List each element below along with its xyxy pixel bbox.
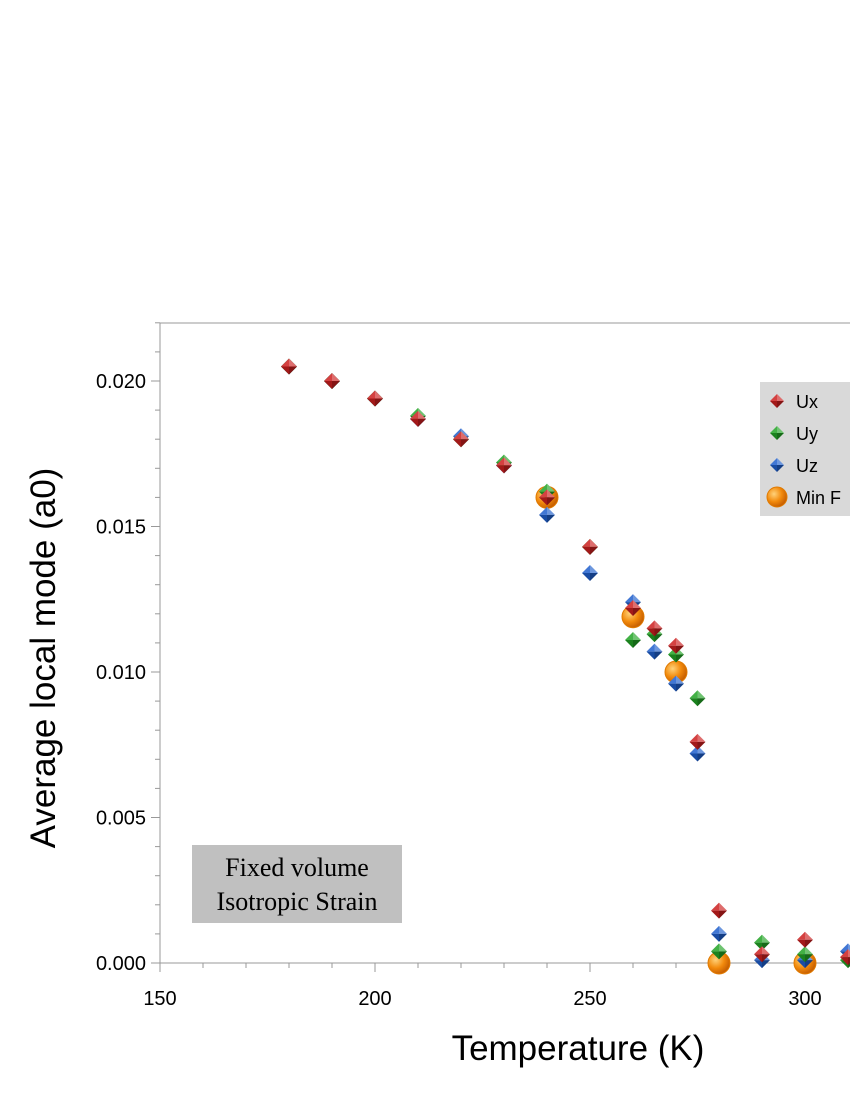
uz-point	[582, 565, 598, 582]
legend: Ux Uy Uz Min F	[760, 382, 850, 516]
y-tick-label: 0.000	[96, 953, 146, 975]
annotation-line-2: Isotropic Strain	[216, 887, 377, 916]
uy-point	[625, 631, 641, 648]
y-tick-label: 0.010	[96, 662, 146, 684]
uz-point	[668, 675, 684, 692]
legend-marker-min-f	[766, 486, 788, 508]
ux-point	[324, 373, 340, 389]
ux-point	[453, 431, 469, 448]
x-tick-label: 200	[358, 988, 391, 1010]
uz-point	[539, 506, 555, 523]
x-tick-label: 150	[143, 988, 176, 1010]
y-tick-label: 0.015	[96, 517, 146, 539]
x-axis-ticks: 150 200 250 300	[143, 963, 849, 1010]
x-axis-title: Temperature (K)	[452, 1029, 705, 1068]
ux-point	[410, 410, 426, 427]
ux-point	[625, 599, 641, 616]
data-points	[281, 358, 850, 975]
annotation-box: Fixed volume Isotropic Strain	[192, 845, 402, 923]
ux-point	[496, 457, 512, 474]
uy-point	[689, 690, 706, 707]
annotation-line-1: Fixed volume	[225, 853, 369, 882]
ux-point	[711, 902, 727, 919]
y-tick-label: 0.005	[96, 808, 146, 830]
annotation-background	[192, 845, 402, 923]
ux-point	[582, 538, 598, 555]
uy-point	[797, 946, 813, 963]
ux-point	[668, 637, 684, 654]
x-tick-label: 250	[573, 988, 606, 1010]
x-tick-label: 300	[788, 988, 821, 1010]
legend-marker-uz	[770, 458, 784, 472]
legend-marker-uy	[770, 426, 784, 440]
legend-marker-ux	[770, 394, 784, 408]
ux-point	[689, 733, 706, 750]
y-axis-ticks: 0.000 0.005 0.010 0.015 0.020	[96, 322, 160, 975]
ux-point	[281, 358, 297, 375]
y-tick-label: 0.020	[96, 371, 146, 393]
uz-point	[646, 643, 663, 660]
ux-point	[367, 390, 383, 407]
uz-point	[711, 925, 727, 942]
y-axis-title: Average local mode (a0)	[24, 468, 63, 849]
ux-point	[754, 946, 770, 963]
legend-label-min-f: Min F	[796, 488, 841, 508]
legend-label-uy: Uy	[796, 424, 818, 444]
ux-point	[797, 931, 813, 948]
uy-point	[711, 943, 727, 960]
legend-label-uz: Uz	[796, 456, 818, 476]
ux-point	[646, 620, 663, 637]
ux-point	[539, 489, 555, 506]
legend-label-ux: Ux	[796, 392, 818, 412]
